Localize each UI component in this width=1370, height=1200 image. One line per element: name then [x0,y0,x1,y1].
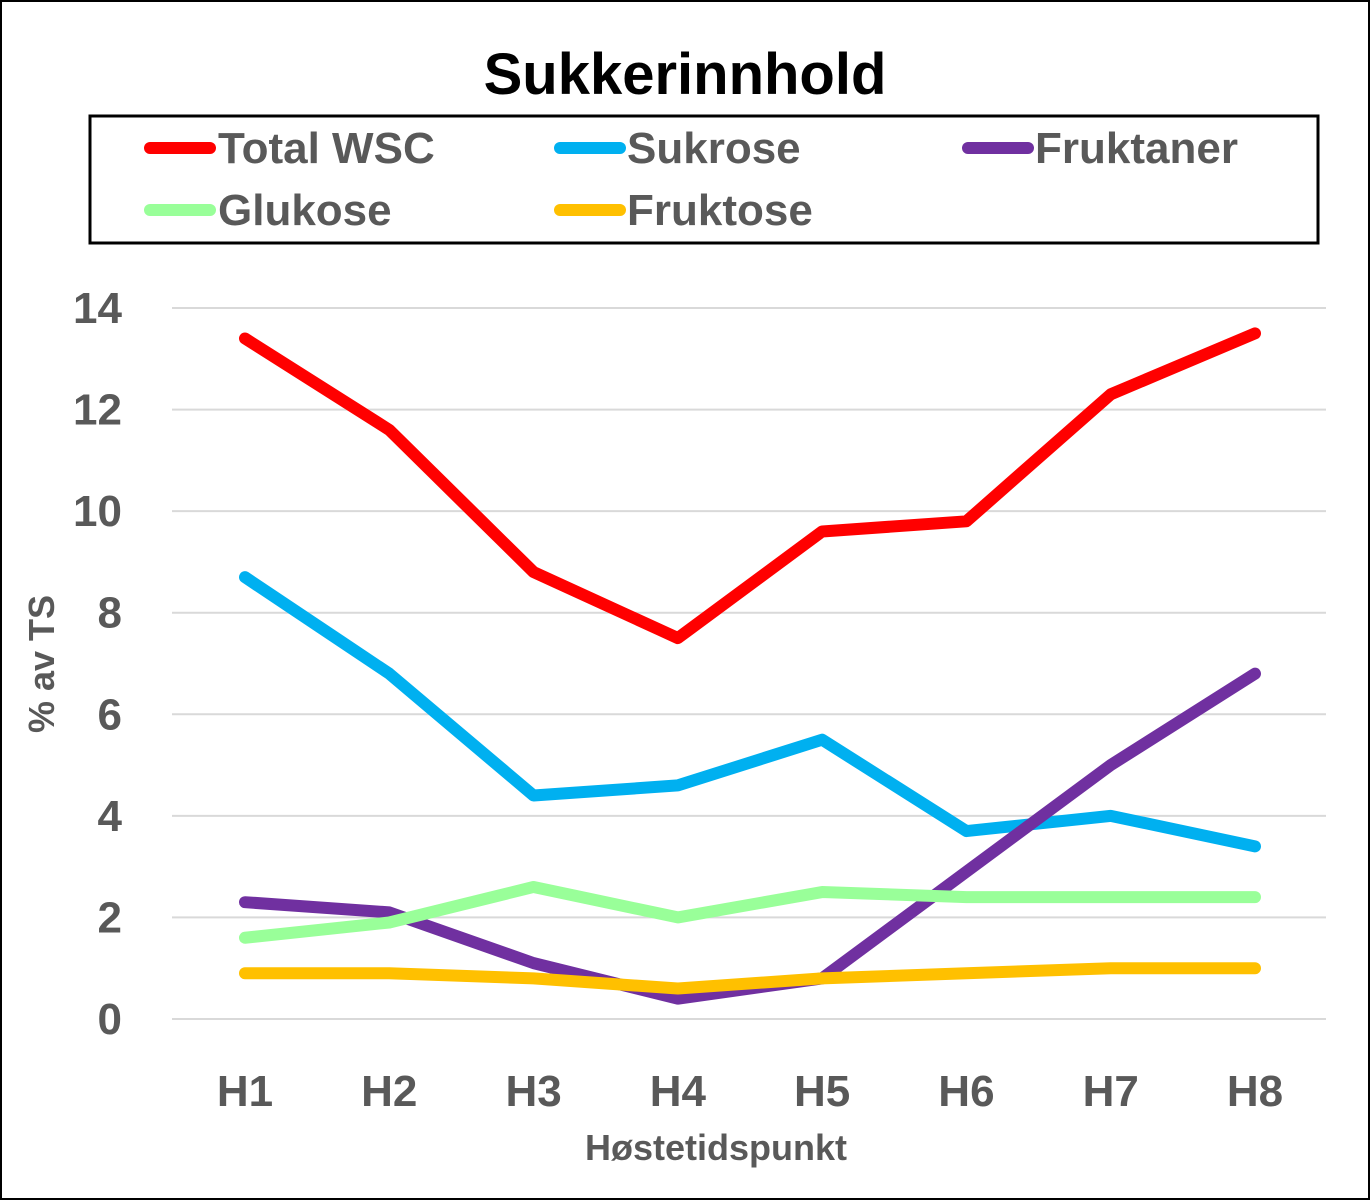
series-lines [239,327,1261,1005]
series-line [239,880,1261,944]
data-point [244,576,246,579]
series-line [239,571,1261,853]
data-point [244,901,246,904]
data-point [1254,332,1256,335]
x-tick-label: H7 [1083,1067,1139,1116]
y-tick-label: 0 [98,995,122,1044]
data-point [965,870,968,873]
x-axis-label: Høstetidspunkt [585,1127,847,1168]
y-tick-label: 14 [73,284,122,333]
data-point [388,921,391,924]
data-point [965,520,968,523]
series-total-wsc [239,327,1261,645]
data-point [676,916,679,919]
series-glukose [239,880,1261,944]
data-point [244,936,246,939]
data-point [244,337,246,340]
y-axis-ticks: 0 2 4 6 8 10 12 14 [73,284,122,1044]
data-point [821,530,824,533]
data-point [821,977,824,980]
legend-label: Fruktose [627,186,813,235]
legend-box [88,114,1320,245]
y-axis-label: % av TS [21,595,62,733]
y-tick-label: 12 [73,386,122,435]
data-point [965,830,968,833]
chart-title: Sukkerinnhold [484,42,887,107]
y-tick-label: 10 [73,487,122,536]
legend-label: Sukrose [627,124,801,173]
legend-label: Total WSC [218,124,435,173]
x-tick-label: H5 [794,1067,850,1116]
data-point [676,997,679,1000]
data-point [388,428,391,431]
data-point [676,784,679,787]
data-point [388,672,391,675]
data-point [1109,967,1112,970]
x-tick-label: H6 [938,1067,994,1116]
series-line [239,327,1261,645]
legend: Total WSC Sukrose Fruktaner Glukose Fruktose [88,114,1320,245]
x-tick-label: H2 [361,1067,417,1116]
data-point [532,571,535,574]
x-axis-ticks: H1 H2 H3 H4 H5 H6 H7 H8 [217,1067,1283,1116]
y-tick-label: 4 [98,792,123,841]
data-point [1254,845,1256,848]
legend-label: Fruktaner [1035,124,1238,173]
data-point [965,896,968,899]
data-point [532,962,535,965]
data-point [1254,896,1256,899]
x-tick-label: H3 [505,1067,561,1116]
y-tick-label: 6 [98,690,122,739]
series-fruktaner [239,667,1261,1005]
data-point [1254,967,1256,970]
data-point [532,794,535,797]
data-point [676,987,679,990]
series-line [239,667,1261,1005]
x-tick-label: H4 [650,1067,707,1116]
data-point [388,972,391,975]
data-point [532,885,535,888]
series-line [239,962,1261,995]
data-point [532,977,535,980]
x-tick-label: H1 [217,1067,273,1116]
data-point [1109,896,1112,899]
data-point [388,911,391,914]
data-point [821,891,824,894]
data-point [676,637,679,640]
series-sukrose [239,571,1261,853]
data-point [1254,672,1256,675]
data-point [244,972,246,975]
y-tick-label: 2 [98,893,122,942]
data-point [821,738,824,741]
data-point [965,972,968,975]
series-fruktose [239,962,1261,995]
y-tick-label: 8 [98,589,122,638]
data-point [1109,814,1112,817]
legend-label: Glukose [218,186,392,235]
data-point [1109,393,1112,396]
data-point [1109,764,1112,767]
x-tick-label: H8 [1227,1067,1283,1116]
